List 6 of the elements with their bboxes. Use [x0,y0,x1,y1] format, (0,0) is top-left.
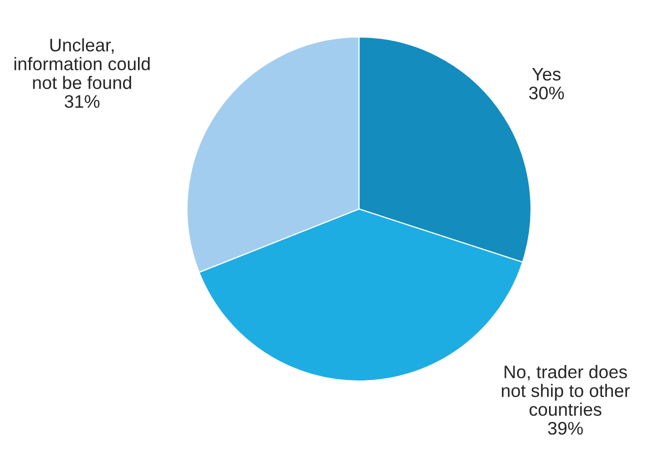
data-label: 30% [529,86,564,100]
slice-label: No, trader does not ship to other countries [502,365,630,416]
data-label: 39% [548,422,583,435]
slice-label: Unclear, information could not be found [14,38,150,90]
slice-label: Yes [532,68,561,81]
data-label: 31% [64,95,100,108]
